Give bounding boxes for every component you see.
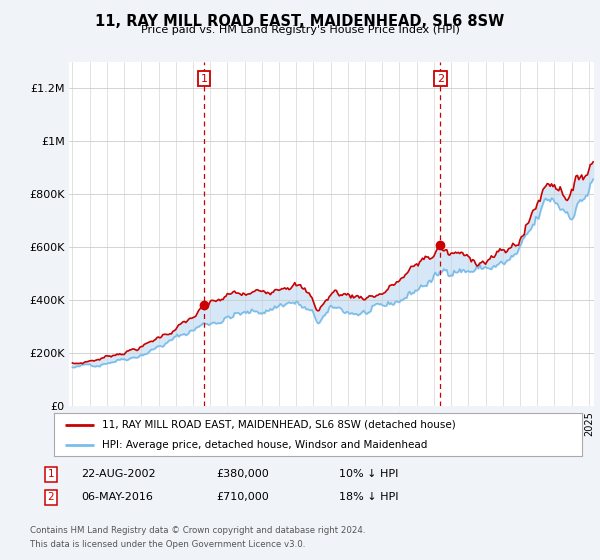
Text: 11, RAY MILL ROAD EAST, MAIDENHEAD, SL6 8SW (detached house): 11, RAY MILL ROAD EAST, MAIDENHEAD, SL6 … [101,419,455,430]
Text: 10% ↓ HPI: 10% ↓ HPI [339,469,398,479]
Text: 2: 2 [47,492,55,502]
Text: 06-MAY-2016: 06-MAY-2016 [81,492,153,502]
Text: 18% ↓ HPI: 18% ↓ HPI [339,492,398,502]
Text: Contains HM Land Registry data © Crown copyright and database right 2024.: Contains HM Land Registry data © Crown c… [30,526,365,535]
Text: 22-AUG-2002: 22-AUG-2002 [81,469,155,479]
Text: 11, RAY MILL ROAD EAST, MAIDENHEAD, SL6 8SW: 11, RAY MILL ROAD EAST, MAIDENHEAD, SL6 … [95,14,505,29]
Text: £710,000: £710,000 [216,492,269,502]
Text: 1: 1 [200,74,208,83]
Text: HPI: Average price, detached house, Windsor and Maidenhead: HPI: Average price, detached house, Wind… [101,440,427,450]
Text: £380,000: £380,000 [216,469,269,479]
Text: This data is licensed under the Open Government Licence v3.0.: This data is licensed under the Open Gov… [30,540,305,549]
Text: 2: 2 [437,74,444,83]
Text: Price paid vs. HM Land Registry's House Price Index (HPI): Price paid vs. HM Land Registry's House … [140,25,460,35]
Text: 1: 1 [47,469,55,479]
